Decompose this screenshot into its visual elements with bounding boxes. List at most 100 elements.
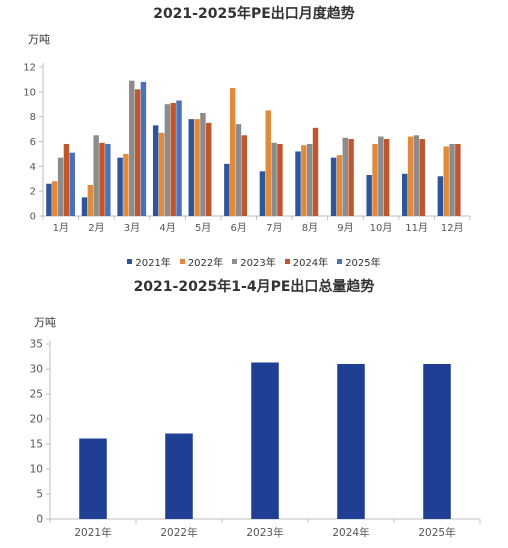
bar [271, 142, 277, 216]
x-tick-label: 2022年 [160, 526, 197, 539]
bar [206, 122, 212, 216]
bar [200, 112, 206, 216]
bar [443, 146, 449, 216]
x-tick-label: 1月 [53, 222, 69, 234]
y-tick-label: 4 [30, 162, 36, 173]
monthly-export-plot: 0 2 4 6 8 10 12 1月 2月 3月 4月 5月 6月 7月 8月 9月 10月 11月 12月 [23, 63, 471, 234]
bar [259, 171, 266, 216]
bar [366, 175, 372, 216]
bar [188, 119, 194, 216]
bar [306, 143, 313, 216]
bar [46, 183, 52, 216]
bar [117, 157, 123, 216]
bar [295, 151, 301, 216]
bar [81, 197, 88, 216]
bar [277, 143, 283, 216]
legend-swatch [179, 259, 185, 264]
bar [69, 152, 75, 216]
bar [330, 157, 337, 216]
legend-swatch [284, 259, 290, 264]
y-tick-label: 0 [36, 514, 43, 526]
y-tick-label: 6 [30, 137, 36, 148]
bar [342, 137, 348, 216]
x-tick-label: 6月 [231, 222, 247, 234]
bar [336, 155, 343, 216]
y-tick-label: 10 [23, 87, 36, 98]
legend-item: 2025年 [337, 254, 381, 269]
bar [348, 139, 354, 216]
bar [140, 81, 147, 217]
y-tick-label: 30 [30, 364, 43, 376]
chart-title: 2021-2025年PE出口月度趋势 [153, 6, 355, 22]
y-tick-label: 25 [30, 389, 43, 401]
bar [165, 433, 193, 519]
y-tick-label: 12 [23, 63, 36, 74]
legend-swatch [127, 259, 133, 264]
bar [164, 104, 171, 216]
legend-label: 2022年 [187, 258, 224, 269]
bar [419, 139, 425, 216]
bar [337, 364, 365, 519]
x-tick-label: 3月 [124, 222, 140, 234]
bar [57, 157, 64, 216]
x-tick-label: 11月 [405, 222, 428, 234]
bar [378, 136, 384, 216]
x-tick-label: 2024年 [332, 526, 369, 539]
bar [134, 89, 141, 216]
bar [170, 103, 176, 216]
legend-item: 2022年 [179, 254, 224, 269]
bar [194, 119, 200, 216]
bar [449, 143, 455, 216]
bar [413, 135, 420, 216]
y-axis-unit-label: 万吨 [34, 316, 56, 329]
x-tick-label: 8月 [302, 222, 318, 234]
bar [229, 88, 236, 216]
bar [235, 124, 242, 216]
chart-title: 2021-2025年1-4月PE出口总量趋势 [133, 279, 375, 295]
y-tick-label: 20 [30, 414, 43, 426]
legend-swatch [337, 259, 343, 264]
x-tick-label: 12月 [441, 222, 464, 234]
x-tick-label: 2025年 [418, 526, 455, 539]
x-tick-label: 9月 [337, 222, 353, 234]
bar [312, 127, 319, 216]
legend-item: 2021年 [127, 254, 171, 269]
bar [402, 173, 408, 216]
bar [251, 362, 279, 519]
bar [79, 438, 107, 519]
bar [87, 184, 94, 216]
y-axis-unit-label: 万吨 [28, 33, 50, 46]
bar [372, 143, 378, 216]
legend-label: 2025年 [345, 258, 381, 269]
bar [383, 139, 390, 216]
bar [152, 125, 159, 216]
total-export-chart: 2021-2025年1-4月PE出口总量趋势 万吨 0 5 10 15 20 25 30 35… [0, 274, 508, 548]
bar [176, 100, 182, 216]
x-tick-label: 5月 [195, 222, 211, 234]
x-tick-label: 10月 [370, 222, 393, 234]
bar [437, 176, 444, 216]
x-tick-label: 2月 [88, 222, 104, 234]
bar [105, 143, 111, 216]
bar [93, 135, 99, 216]
monthly-export-chart: 2021-2025年PE出口月度趋势 万吨 0 2 4 6 8 10 12 1月 2月 3月 4月 5… [23, 6, 471, 269]
bar [301, 145, 307, 216]
bar [123, 153, 129, 216]
legend-item: 2023年 [232, 254, 276, 269]
bar [407, 136, 414, 216]
legend-swatch [232, 259, 238, 264]
y-tick-label: 5 [36, 489, 43, 501]
x-tick-label: 4月 [159, 222, 175, 234]
bar [63, 143, 70, 216]
y-tick-label: 2 [30, 187, 36, 198]
y-tick-label: 8 [30, 112, 36, 123]
legend-label: 2023年 [240, 258, 276, 269]
legend-label: 2024年 [292, 258, 329, 269]
y-tick-label: 35 [30, 339, 43, 351]
bar [158, 132, 165, 216]
y-tick-label: 0 [30, 212, 36, 223]
x-tick-label: 2023年 [246, 526, 283, 539]
bar [265, 110, 271, 216]
bar [224, 163, 230, 216]
y-tick-label: 15 [30, 439, 43, 451]
